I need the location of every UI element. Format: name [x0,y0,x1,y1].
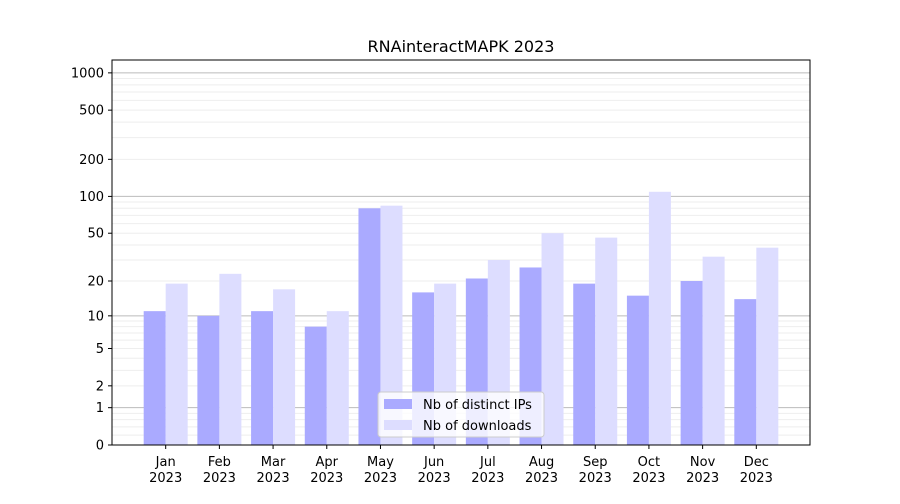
x-tick-label: 2023 [364,471,397,486]
legend-label: Nb of distinct IPs [423,398,532,413]
x-tick-label: Jan [155,455,176,470]
bar-downloads [595,237,618,445]
bar-downloads [326,311,349,445]
bar-downloads [380,205,403,445]
legend-box [377,391,545,438]
x-tick-label: 2023 [310,471,343,486]
bar-distinct-ips [304,326,327,445]
x-tick-label: Jul [479,455,496,470]
x-tick-label: Apr [316,455,339,470]
bar-distinct-ips [573,283,596,445]
y-tick-label: 10 [87,309,104,324]
y-tick-label: 50 [87,227,104,242]
x-tick-label: Feb [208,455,231,470]
legend-swatch [384,420,412,430]
bar-downloads [648,191,671,445]
x-tick-label: 2023 [471,471,504,486]
bar-distinct-ips [143,311,166,445]
x-tick-label: Sep [583,455,608,470]
y-tick-label: 1 [96,401,104,416]
x-tick-label: Dec [744,455,769,470]
x-tick-label: Aug [529,455,554,470]
x-tick-label: 2023 [525,471,558,486]
x-tick-label: 2023 [257,471,290,486]
x-tick-label: May [367,455,394,470]
x-tick-label: 2023 [686,471,719,486]
legend-swatch [384,399,412,409]
bar-distinct-ips [358,208,381,445]
bar-distinct-ips [197,315,220,445]
x-tick-label: 2023 [418,471,451,486]
x-tick-label: Oct [638,455,660,470]
bar-distinct-ips [626,295,649,445]
chart-title: RNAinteractMAPK 2023 [368,37,555,56]
y-tick-label: 0 [96,439,104,454]
x-tick-label: 2023 [632,471,665,486]
bar-distinct-ips [251,311,274,445]
y-tick-label: 5 [96,342,104,357]
bar-distinct-ips [734,299,757,445]
y-tick-label: 2 [96,379,104,394]
bar-downloads [702,256,725,445]
y-tick-label: 500 [79,104,104,119]
bar-downloads [756,247,779,445]
y-tick-label: 200 [79,153,104,168]
bar-downloads [219,273,242,445]
bar-distinct-ips [680,281,703,445]
bar-downloads [273,289,296,445]
x-tick-label: Mar [261,455,286,470]
y-tick-label: 20 [87,275,104,290]
legend-label: Nb of downloads [423,419,532,434]
x-tick-label: 2023 [149,471,182,486]
x-tick-label: Jun [423,455,444,470]
bar-downloads [165,283,188,445]
x-tick-label: 2023 [203,471,236,486]
x-tick-label: Nov [690,455,716,470]
legend: Nb of distinct IPs Nb of downloads [377,391,545,438]
x-tick-label: 2023 [579,471,612,486]
bar-downloads [541,233,564,445]
plot-frame [111,59,811,446]
x-tick-label: 2023 [740,471,773,486]
y-tick-label: 1000 [71,66,104,81]
y-tick-label: 100 [79,190,104,205]
